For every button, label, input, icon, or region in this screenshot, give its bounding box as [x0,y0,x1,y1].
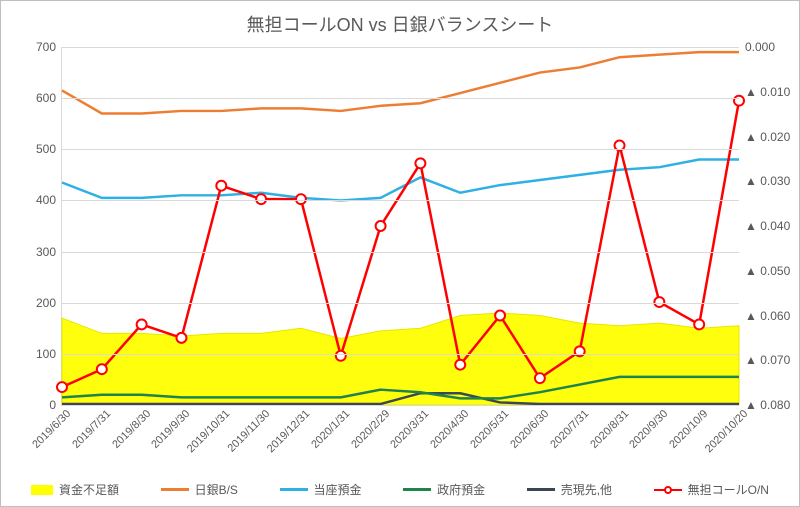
marker-uncoll-call [535,373,545,383]
legend-swatch [527,488,555,491]
line-boj_bs [62,52,739,113]
y-left-tick: 300 [36,245,62,259]
y-left-tick: 600 [36,91,62,105]
legend-label: 当座預金 [314,481,362,498]
legend-label: 無担コールO/N [688,481,769,498]
marker-uncoll-call [256,194,266,204]
y-right-tick: 0.000 [739,40,775,54]
y-right-tick: ▲ 0.050 [739,264,790,278]
x-tick: 2020/5/31 [468,408,511,451]
y-left-tick: 500 [36,142,62,156]
plot-area: 01002003004005006007000.000▲ 0.010▲ 0.02… [61,47,739,406]
y-left-tick: 100 [36,347,62,361]
legend-item-funds_shortage: 資金不足額 [31,481,119,498]
marker-uncoll-call [336,351,346,361]
legend-swatch [161,488,189,491]
x-tick: 2019/10/31 [185,408,232,455]
y-left-tick: 400 [36,193,62,207]
legend-swatch [31,485,53,495]
legend: 資金不足額 日銀B/S 当座預金 政府預金 売現先,他 無担コールO/N [31,481,769,498]
chart-container: 無担コールON vs 日銀バランスシート 0100200300400500600… [0,0,800,507]
legend-label: 資金不足額 [59,481,119,498]
x-tick: 2020/10/20 [703,408,750,455]
legend-item-boj_bs: 日銀B/S [161,481,238,498]
legend-item-current_account: 当座預金 [280,481,362,498]
x-tick: 2019/8/30 [110,408,153,451]
marker-uncoll-call [216,181,226,191]
legend-item-repo_other: 売現先,他 [527,481,612,498]
x-tick: 2020/6/30 [508,408,551,451]
marker-uncoll-call [176,333,186,343]
x-tick: 2020/1/31 [309,408,352,451]
y-right-tick: ▲ 0.030 [739,174,790,188]
legend-label: 売現先,他 [561,481,612,498]
y-right-tick: ▲ 0.020 [739,130,790,144]
y-right-tick: ▲ 0.080 [739,398,790,412]
marker-uncoll-call [694,319,704,329]
marker-uncoll-call [137,319,147,329]
x-tick: 2019/12/31 [265,408,312,455]
y-left-tick: 200 [36,296,62,310]
x-tick: 2019/7/31 [70,408,113,451]
marker-uncoll-call [376,221,386,231]
legend-swatch [403,488,431,491]
y-right-tick: ▲ 0.010 [739,85,790,99]
legend-label: 日銀B/S [195,481,238,498]
legend-swatch [280,488,308,491]
chart-title: 無担コールON vs 日銀バランスシート [1,1,799,43]
y-left-tick: 0 [49,398,62,412]
marker-uncoll-call [57,382,67,392]
marker-uncoll-call [97,364,107,374]
y-left-tick: 700 [36,40,62,54]
legend-swatch [654,484,682,496]
x-tick: 2020/4/30 [428,408,471,451]
x-tick: 2020/7/31 [548,408,591,451]
legend-item-gov_deposit: 政府預金 [403,481,485,498]
chart-svg [62,47,739,405]
x-tick: 2019/6/30 [30,408,73,451]
marker-uncoll-call [415,158,425,168]
x-tick: 2020/8/31 [588,408,631,451]
y-right-tick: ▲ 0.060 [739,309,790,323]
x-tick: 2020/3/31 [389,408,432,451]
marker-uncoll-call [495,311,505,321]
legend-item-uncoll_call: 無担コールO/N [654,481,769,498]
x-tick: 2020/9/30 [628,408,671,451]
marker-uncoll-call [296,194,306,204]
marker-uncoll-call [455,360,465,370]
y-right-tick: ▲ 0.070 [739,353,790,367]
x-tick: 2020/2/29 [349,408,392,451]
y-right-tick: ▲ 0.040 [739,219,790,233]
legend-label: 政府預金 [437,481,485,498]
